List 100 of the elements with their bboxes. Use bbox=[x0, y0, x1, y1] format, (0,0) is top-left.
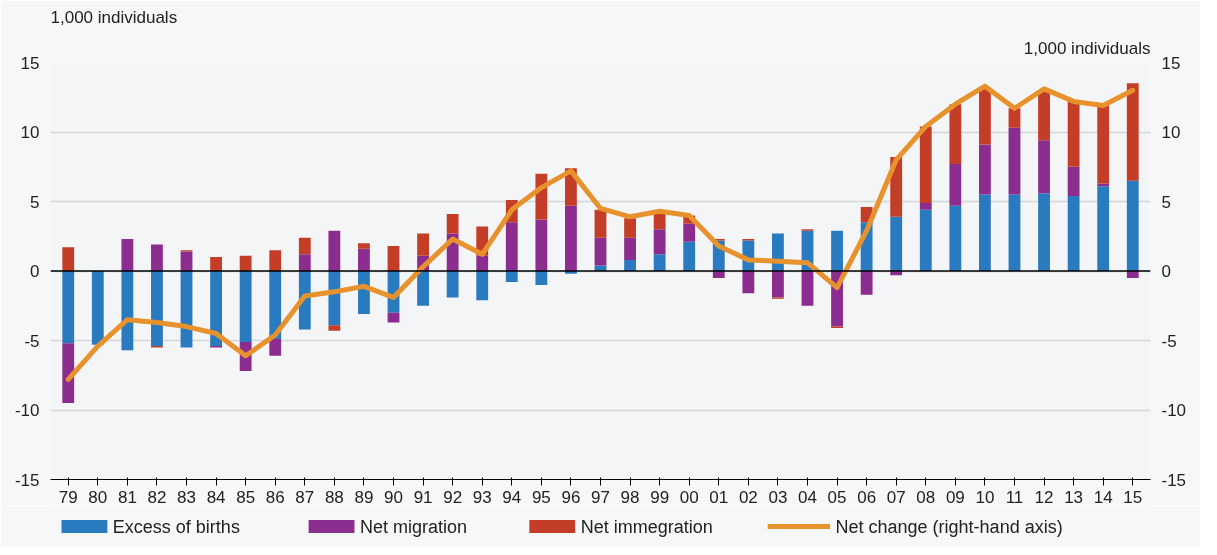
bar bbox=[890, 216, 903, 271]
x-tick-label: 11 bbox=[1005, 487, 1024, 507]
bar bbox=[1126, 83, 1139, 181]
bar bbox=[919, 202, 932, 210]
bar bbox=[1097, 186, 1110, 271]
bar bbox=[772, 271, 784, 298]
x-tick-label: 12 bbox=[1034, 487, 1054, 507]
bar bbox=[624, 259, 636, 271]
bar bbox=[1038, 90, 1050, 141]
bar bbox=[269, 250, 282, 271]
x-tick-label: 15 bbox=[1123, 487, 1143, 507]
bar bbox=[978, 87, 991, 145]
bar bbox=[831, 230, 843, 271]
bar bbox=[1126, 180, 1139, 271]
y-tick-label: -15 bbox=[14, 470, 40, 490]
bar bbox=[358, 243, 370, 249]
y-tick-label: 0 bbox=[30, 262, 40, 281]
bar bbox=[801, 271, 814, 306]
x-tick-label: 01 bbox=[709, 487, 729, 507]
bar bbox=[298, 254, 311, 271]
bar bbox=[535, 219, 548, 271]
bar bbox=[62, 271, 75, 344]
bar bbox=[239, 255, 252, 271]
y-tick-label: 5 bbox=[30, 192, 40, 212]
bar bbox=[653, 229, 666, 255]
bar bbox=[535, 271, 548, 285]
x-tick-label: 09 bbox=[945, 487, 965, 507]
bar bbox=[1008, 127, 1021, 195]
x-tick-label: 13 bbox=[1064, 487, 1084, 507]
y2-tick-label: 15 bbox=[1161, 53, 1181, 73]
bar bbox=[683, 241, 696, 271]
bar bbox=[358, 248, 370, 271]
x-tick-label: 08 bbox=[916, 487, 936, 507]
bar bbox=[298, 237, 311, 255]
legend-label: Net migration bbox=[359, 516, 468, 537]
bar bbox=[417, 271, 429, 306]
x-tick-label: 92 bbox=[443, 487, 463, 507]
y2-tick-label: -15 bbox=[1161, 470, 1187, 490]
x-tick-label: 95 bbox=[531, 487, 551, 507]
bar bbox=[446, 214, 459, 234]
bar bbox=[860, 271, 873, 295]
bar bbox=[328, 230, 341, 271]
x-tick-label: 07 bbox=[886, 487, 906, 507]
x-tick-label: 88 bbox=[324, 487, 344, 507]
y2-tick-label: -10 bbox=[1161, 401, 1187, 420]
y2-tick-label: 0 bbox=[1161, 262, 1171, 281]
x-tick-label: 85 bbox=[236, 487, 256, 507]
x-tick-label: 10 bbox=[975, 487, 995, 507]
bar bbox=[683, 223, 696, 242]
y-tick-label: -10 bbox=[14, 401, 40, 420]
y-tick-label: -5 bbox=[24, 331, 40, 351]
bar bbox=[624, 237, 636, 260]
y2-axis-title: 1,000 individuals bbox=[1023, 38, 1151, 58]
bar bbox=[594, 237, 607, 266]
x-tick-label: 87 bbox=[295, 487, 315, 507]
bar bbox=[1038, 193, 1050, 271]
bar bbox=[505, 222, 518, 271]
bar bbox=[949, 163, 962, 206]
legend-label: Net immegration bbox=[580, 516, 713, 537]
bar bbox=[949, 205, 962, 271]
y-tick-label: 10 bbox=[20, 123, 40, 142]
bar bbox=[151, 271, 163, 347]
bar bbox=[210, 257, 223, 271]
x-tick-label: 96 bbox=[561, 487, 581, 507]
bar bbox=[594, 209, 607, 238]
bar bbox=[446, 271, 459, 298]
bar bbox=[1008, 194, 1021, 271]
bar bbox=[62, 343, 75, 404]
x-tick-label: 94 bbox=[502, 487, 522, 507]
x-tick-label: 03 bbox=[768, 487, 788, 507]
x-tick-label: 99 bbox=[650, 487, 670, 507]
bar bbox=[1097, 183, 1110, 187]
x-tick-label: 00 bbox=[679, 487, 699, 507]
x-tick-label: 91 bbox=[413, 487, 433, 507]
bar bbox=[742, 271, 755, 294]
bar bbox=[151, 244, 163, 271]
x-tick-label: 05 bbox=[827, 487, 847, 507]
x-tick-label: 06 bbox=[857, 487, 877, 507]
bar bbox=[653, 214, 666, 230]
legend-label: Net change (right-hand axis) bbox=[835, 516, 1063, 537]
bar bbox=[1097, 105, 1110, 184]
y-axis-title: 1,000 individuals bbox=[50, 7, 178, 27]
y2-tick-label: -5 bbox=[1161, 331, 1177, 351]
x-tick-label: 83 bbox=[177, 487, 196, 507]
bar bbox=[1067, 195, 1080, 271]
x-tick-label: 80 bbox=[88, 487, 108, 507]
bar bbox=[476, 255, 489, 271]
bar bbox=[239, 271, 252, 342]
bar bbox=[919, 209, 932, 271]
bar bbox=[1038, 140, 1050, 194]
x-tick-label: 98 bbox=[620, 487, 640, 507]
x-tick-label: 89 bbox=[354, 487, 374, 507]
bar bbox=[505, 271, 518, 283]
x-tick-label: 90 bbox=[384, 487, 403, 507]
bar bbox=[949, 104, 962, 164]
bar bbox=[624, 218, 636, 238]
bar bbox=[91, 271, 104, 345]
bar bbox=[417, 233, 429, 256]
bar bbox=[919, 126, 932, 203]
bar bbox=[1067, 166, 1080, 196]
